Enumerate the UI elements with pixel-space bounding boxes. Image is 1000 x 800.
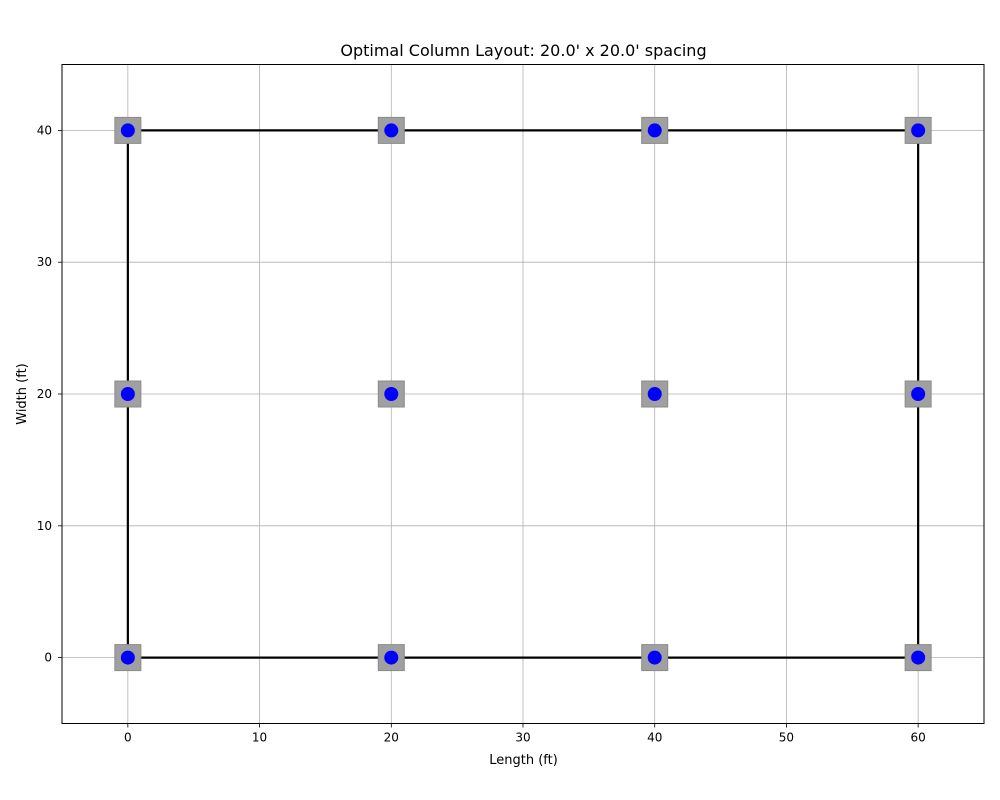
x-tick-label: 50 [779, 731, 794, 745]
column-marker [647, 650, 662, 665]
chart-title: Optimal Column Layout: 20.0' x 20.0' spa… [340, 41, 706, 60]
column-marker [120, 387, 135, 401]
y-axis-label: Width (ft) [15, 363, 30, 425]
footing-marker [114, 380, 142, 408]
x-tick-label: 30 [515, 731, 530, 745]
y-axis-ticks: 0 10 20 30 40 [37, 123, 62, 665]
y-tick-label: 10 [37, 519, 52, 533]
x-axis-label: Length (ft) [489, 753, 558, 768]
x-axis-ticks: 0 10 20 30 40 50 60 [124, 723, 926, 745]
column-marker [120, 650, 135, 665]
y-tick-label: 40 [37, 123, 52, 137]
column-marker [384, 123, 399, 138]
column-marker [911, 650, 926, 665]
column-marker [384, 650, 399, 665]
y-tick-label: 30 [37, 255, 52, 269]
column-marker [120, 123, 135, 138]
column-marker [647, 387, 662, 401]
column-marker [384, 387, 399, 401]
columns [120, 123, 926, 665]
y-tick-label: 0 [44, 651, 52, 665]
x-tick-label: 0 [124, 731, 132, 745]
x-tick-label: 20 [384, 731, 399, 745]
footing-marker [641, 116, 669, 144]
y-tick-label: 20 [37, 387, 52, 401]
x-tick-label: 10 [252, 731, 267, 745]
column-marker [911, 387, 926, 401]
footing-marker [904, 116, 932, 144]
x-tick-label: 40 [647, 731, 662, 745]
column-marker [911, 123, 926, 138]
grid [62, 64, 984, 724]
column-marker [647, 123, 662, 138]
x-tick-label: 60 [911, 731, 926, 745]
